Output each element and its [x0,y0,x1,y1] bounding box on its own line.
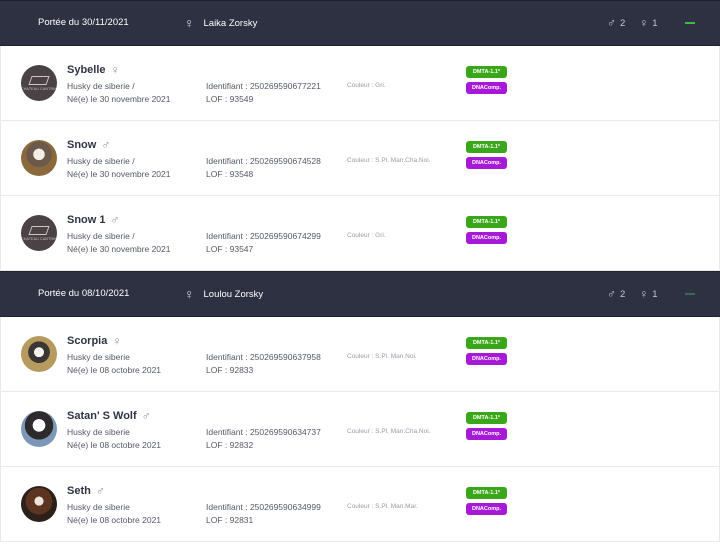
dog-birth-date: Né(e) le 30 novembre 2021 [67,94,171,104]
dog-breed: Husky de siberie [67,352,130,362]
female-icon: ♀ [639,16,649,30]
dog-name-link[interactable]: Scorpia ♀ [67,334,121,348]
dog-name: Seth [67,485,91,497]
male-icon: ♂ [95,484,105,498]
dna-badge[interactable]: DNAComp. [466,353,507,365]
kennel-logo-icon [28,225,50,235]
dog-photo-avatar [21,140,57,176]
litter-date: Portée du 30/11/2021 [38,17,129,28]
female-count: 1 [652,17,658,29]
kennel-logo-text: CHATEAU CANTRIK [21,236,57,241]
male-count: 2 [620,288,626,300]
dmta-badge[interactable]: DMTA-1.1* [466,412,507,424]
dog-breed: Husky de siberie / [67,81,135,91]
female-icon: ♀ [110,63,120,77]
kennel-logo-avatar: CHATEAU CANTRIK [21,215,57,251]
female-icon: ♀ [184,15,195,31]
dna-badge[interactable]: DNAComp. [466,503,507,515]
dog-name-link[interactable]: Snow 1 ♂ [67,213,120,227]
dog-color: Couleur : S.Pl. Man.Noi. [347,353,417,360]
dog-name-link[interactable]: Satan' S Wolf ♂ [67,409,151,423]
dog-breed: Husky de siberie / [67,156,135,166]
dog-row[interactable]: Scorpia ♀ Husky de siberie Né(e) le 08 o… [0,317,720,392]
litter-mother[interactable]: ♀ Laika Zorsky [184,1,257,45]
dog-lof: LOF : 93547 [206,244,254,254]
dog-row[interactable]: CHATEAU CANTRIK Snow 1 ♂ Husky de siberi… [0,196,720,271]
litter-date: Portée du 08/10/2021 [38,288,130,299]
dog-row[interactable]: CHATEAU CANTRIK Sybelle ♀ Husky de siber… [0,46,720,121]
dog-lof: LOF : 92833 [206,365,254,375]
dmta-badge[interactable]: DMTA-1.1* [466,216,507,228]
dmta-badge[interactable]: DMTA-1.1* [466,66,507,78]
mother-name: Laika Zorsky [203,17,258,29]
kennel-logo-text: CHATEAU CANTRIK [21,86,57,91]
male-icon: ♂ [607,16,616,30]
dog-birth-date: Né(e) le 30 novembre 2021 [67,169,171,179]
male-icon: ♂ [607,287,616,301]
dog-lof: LOF : 93548 [206,169,254,179]
dna-badge[interactable]: DNAComp. [466,232,507,244]
collapse-icon[interactable] [685,293,695,295]
dog-color: Couleur : S.Pl. Man.Mar. [347,503,418,510]
dog-photo-avatar [21,336,57,372]
dog-color: Couleur : S.Pl. Man.Cha.Noi. [347,157,431,164]
litter-header[interactable]: Portée du 08/10/2021 ♀ Loulou Zorsky ♂ 2… [0,271,720,317]
collapse-icon[interactable] [685,22,695,24]
dog-name: Scorpia [67,335,108,347]
male-icon: ♂ [101,138,111,152]
kennel-logo-avatar: CHATEAU CANTRIK [21,65,57,101]
dog-identifier: Identifiant : 250269590637958 [206,352,321,362]
dog-lof: LOF : 92831 [206,515,254,525]
dog-photo-avatar [21,486,57,522]
dmta-badge[interactable]: DMTA-1.1* [466,337,507,349]
dog-breed: Husky de siberie / [67,231,135,241]
dog-identifier: Identifiant : 250269590634737 [206,427,321,437]
dog-birth-date: Né(e) le 08 octobre 2021 [67,515,162,525]
dog-row[interactable]: Snow ♂ Husky de siberie / Né(e) le 30 no… [0,121,720,196]
dog-name-link[interactable]: Snow ♂ [67,138,110,152]
dog-color: Couleur : S.Pl. Man.Cha.Noi. [347,428,431,435]
dog-identifier: Identifiant : 250269590674528 [206,156,321,166]
female-icon: ♀ [184,286,195,302]
dna-badge[interactable]: DNAComp. [466,82,507,94]
litter-mother[interactable]: ♀ Loulou Zorsky [184,272,263,316]
dog-name-link[interactable]: Sybelle ♀ [67,63,120,77]
dog-identifier: Identifiant : 250269590677221 [206,81,321,91]
male-icon: ♂ [110,213,120,227]
dog-identifier: Identifiant : 250269590674299 [206,231,321,241]
dog-birth-date: Né(e) le 30 novembre 2021 [67,244,171,254]
dog-name: Satan' S Wolf [67,410,137,422]
female-count: 1 [652,288,658,300]
dog-color: Couleur : Gri. [347,232,386,239]
dmta-badge[interactable]: DMTA-1.1* [466,141,507,153]
dog-photo-avatar [21,411,57,447]
dog-identifier: Identifiant : 250269590634999 [206,502,321,512]
dog-lof: LOF : 93549 [206,94,254,104]
dna-badge[interactable]: DNAComp. [466,428,507,440]
dog-name: Sybelle [67,64,106,76]
litter-header[interactable]: Portée du 30/11/2021 ♀ Laika Zorsky ♂ 2 … [0,0,720,46]
dog-name: Snow [67,139,97,151]
dog-birth-date: Né(e) le 08 octobre 2021 [67,365,162,375]
dog-lof: LOF : 92832 [206,440,254,450]
male-icon: ♂ [141,409,151,423]
dog-name: Snow 1 [67,214,106,226]
dmta-badge[interactable]: DMTA-1.1* [466,487,507,499]
kennel-logo-icon [28,75,50,85]
dna-badge[interactable]: DNAComp. [466,157,507,169]
dog-breed: Husky de siberie [67,427,130,437]
litter-counts: ♂ 2 ♀ 1 [607,272,658,316]
female-icon: ♀ [112,334,122,348]
dog-breed: Husky de siberie [67,502,130,512]
dog-color: Couleur : Gri. [347,82,386,89]
male-count: 2 [620,17,626,29]
dog-name-link[interactable]: Seth ♂ [67,484,105,498]
dog-row[interactable]: Seth ♂ Husky de siberie Né(e) le 08 octo… [0,467,720,542]
dog-birth-date: Né(e) le 08 octobre 2021 [67,440,162,450]
mother-name: Loulou Zorsky [203,288,264,300]
litter-counts: ♂ 2 ♀ 1 [607,1,658,45]
female-icon: ♀ [639,287,649,301]
dog-row[interactable]: Satan' S Wolf ♂ Husky de siberie Né(e) l… [0,392,720,467]
